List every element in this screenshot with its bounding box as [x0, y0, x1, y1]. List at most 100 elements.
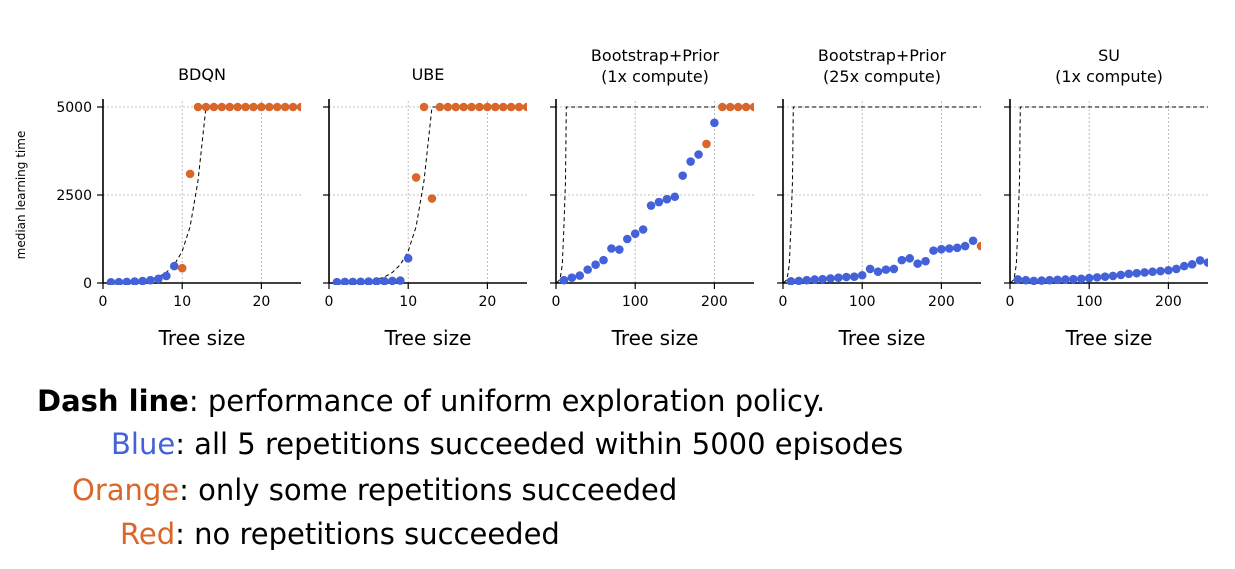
x-tick-label: 100	[849, 294, 876, 310]
data-point-blue	[615, 245, 624, 254]
data-point-blue	[794, 276, 804, 285]
data-point-blue	[1076, 274, 1086, 284]
data-point-orange	[498, 102, 508, 112]
uniform-policy-dash-line	[783, 106, 981, 283]
data-point-blue	[1061, 275, 1070, 284]
data-point-blue	[865, 264, 875, 274]
data-point-orange	[702, 139, 711, 149]
uniform-policy-dash-line	[1010, 106, 1208, 283]
x-tick-label: 20	[478, 294, 496, 310]
data-point-blue	[662, 194, 672, 204]
data-point-blue	[162, 271, 171, 281]
panel-title: (1x compute)	[1055, 67, 1163, 86]
data-point-blue	[897, 255, 907, 265]
data-point-orange	[233, 102, 242, 112]
legend-dash-line: Dash line: performance of uniform explor…	[37, 387, 825, 416]
x-axis-label: Tree size	[611, 326, 699, 350]
x-tick-label: 0	[325, 294, 334, 310]
data-point-blue	[921, 256, 930, 266]
data-point-orange	[288, 102, 298, 112]
x-tick-label: 200	[1155, 294, 1182, 310]
data-point-blue	[122, 277, 132, 285]
data-point-blue	[1108, 271, 1118, 281]
data-point-blue	[818, 274, 827, 284]
data-point-blue	[332, 277, 342, 285]
data-point-orange	[185, 169, 195, 179]
data-point-blue	[1029, 276, 1039, 285]
legend-orange-label: Orange	[72, 473, 180, 507]
data-point-blue	[1156, 266, 1165, 276]
data-point-blue	[889, 264, 899, 274]
legend-blue: Blue: all 5 repetitions succeeded within…	[111, 430, 903, 459]
data-point-orange	[177, 263, 187, 273]
legend-blue-text: : all 5 repetitions succeeded within 500…	[175, 427, 904, 461]
data-point-blue	[1179, 261, 1189, 271]
uniform-policy-dash-line	[556, 106, 754, 283]
data-point-orange	[514, 102, 524, 112]
data-point-blue	[106, 277, 116, 285]
data-point-orange	[741, 102, 751, 112]
x-axis-label: Tree size	[384, 326, 472, 350]
data-point-blue	[937, 244, 946, 254]
chart-panel-4: 0 100 200 Bootstrap+Prior (25x compute) Tree …	[777, 46, 981, 350]
data-point-blue	[340, 277, 350, 285]
x-tick-label: 100	[622, 294, 649, 310]
data-point-blue	[348, 277, 358, 285]
data-point-blue	[913, 259, 922, 268]
data-point-orange	[257, 102, 266, 112]
data-point-blue	[154, 274, 163, 284]
y-tick-label: 0	[83, 276, 92, 292]
data-point-orange	[209, 102, 219, 112]
data-point-blue	[968, 236, 978, 246]
data-point-orange	[201, 102, 211, 112]
data-point-blue	[372, 277, 381, 285]
data-point-blue	[857, 270, 867, 280]
data-point-blue	[881, 265, 891, 274]
data-point-blue	[654, 197, 664, 207]
data-point-orange	[225, 102, 235, 112]
data-point-blue	[1140, 268, 1149, 277]
data-point-blue	[364, 277, 373, 285]
legend-orange-text: : only some repetitions succeeded	[179, 473, 678, 507]
data-point-blue	[356, 277, 365, 285]
data-point-blue	[1045, 275, 1054, 285]
panel-title: (1x compute)	[601, 67, 709, 86]
data-point-blue	[873, 267, 883, 277]
x-tick-label: 200	[928, 294, 955, 310]
data-point-orange	[193, 102, 203, 112]
data-point-orange	[749, 102, 754, 112]
legend-red: Red: no repetitions succeeded	[120, 520, 560, 549]
data-point-blue	[1069, 274, 1078, 284]
legend-dash-label: Dash line	[37, 384, 189, 418]
x-tick-label: 10	[173, 294, 191, 310]
data-point-blue	[905, 254, 915, 263]
data-point-orange	[435, 102, 445, 112]
legend-red-text: : no repetitions succeeded	[175, 517, 560, 551]
data-point-orange	[976, 241, 981, 251]
data-point-blue	[849, 272, 859, 281]
data-point-orange	[419, 102, 429, 112]
data-point-blue	[678, 171, 688, 180]
data-point-orange	[272, 102, 282, 112]
data-point-blue	[380, 276, 389, 285]
data-point-blue	[834, 273, 843, 283]
data-point-blue	[1187, 260, 1197, 269]
data-point-orange	[506, 102, 516, 112]
x-tick-label: 0	[779, 294, 788, 310]
data-point-orange	[217, 102, 227, 112]
data-point-blue	[130, 277, 139, 285]
data-point-blue	[1092, 273, 1102, 282]
data-point-blue	[575, 271, 585, 280]
data-point-blue	[169, 261, 179, 271]
data-point-blue	[960, 241, 970, 251]
data-point-blue	[1172, 264, 1181, 274]
legend-red-label: Red	[120, 517, 176, 551]
chart-panel-5: 0 100 200 SU (1x compute) Tree size	[1004, 46, 1208, 350]
x-axis-label: Tree size	[838, 326, 926, 350]
chart-panel-2: 0 10 20 UBE Tree size	[323, 65, 527, 350]
data-point-blue	[607, 244, 616, 253]
data-point-blue	[599, 255, 608, 265]
data-point-blue	[1164, 266, 1173, 275]
data-point-blue	[1037, 276, 1046, 285]
